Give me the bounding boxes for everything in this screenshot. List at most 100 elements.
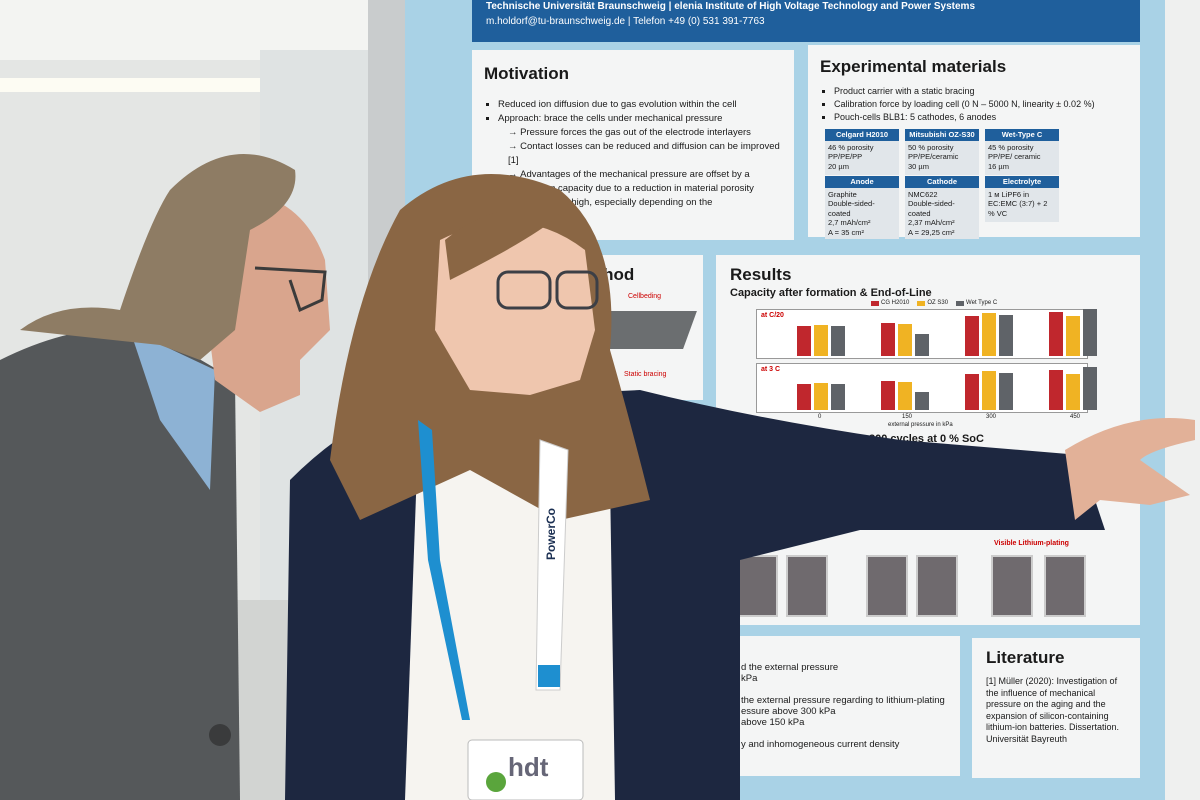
bar-figure: at C/20 at 3 C [756,309,1097,417]
lanyard-tag [538,665,560,687]
cell-photos [736,555,1096,621]
bullet: Approach: brace the cells under mechanic… [498,112,782,126]
results-panel: Results Capacity after formation & End-o… [716,255,1140,625]
table-cell: 2,7 mAh/cm² [828,218,871,227]
table-cells: 45 % porosity PP/PE/ ceramic 16 µm [985,140,1059,175]
lanyard [535,439,569,691]
table-header: Electrolyte [985,176,1059,188]
plot-panel: at C/20 [756,309,1097,359]
table-cells: NMC622 Double-sided-coated 2,37 mAh/cm² A =… [905,187,979,239]
table-cell: 50 % porosity [908,142,954,152]
man-hair [20,154,296,360]
reference: [1] Müller (2020): Investigation of the … [986,676,1120,744]
bar-graphic [1066,374,1080,410]
spacer [741,728,954,739]
far-poster [260,50,370,610]
table-header: Mitsubishi OZ-S30 [905,129,979,141]
conclusion-line: above 150 kPa [741,717,805,728]
table-cell: Double-sided-coated [908,199,955,218]
table-header: Celgard H2010 [825,129,899,141]
bullet: Reduced ion diffusion due to gas evoluti… [498,98,782,112]
plot-panel: at 3 C [756,363,1097,413]
panel-subtitle: Capacity after formation & End-of-Line [730,287,932,299]
table-column: Electrolyte 1 м LiPF6 in EC:EMC (3:7) + 2… [982,176,1062,239]
figure-label: Static bracing [624,371,667,378]
table-cell: A = 29,25 cm² [908,227,955,237]
legend-item: Wet Type C [956,300,997,306]
table-cells: Graphite Double-sided-coated 2,7 mAh/cm² A … [825,187,899,239]
badge-logo [486,772,506,792]
bar-graphic [982,313,996,356]
bullet: Pouch-cells BLB1: 5 cathodes, 6 anodes [834,111,1128,124]
panel-subtitle: ortem analysis after 300 cycles at 0 % S… [762,433,984,445]
table-header: Cathode [905,176,979,188]
woman-shirt [405,400,615,800]
spacer [741,684,954,695]
table-cell: PP/PE/ ceramic [988,152,1041,161]
table-cells: 46 % porosity PP/PE/PP 20 µm [825,140,899,175]
table-cell: PP/PE/PP [828,152,863,161]
table-header: Anode [825,176,899,188]
panel-title: Results [730,265,792,284]
bar-graphic [1066,316,1080,356]
bullet-list: Reduced ion diffusion due to gas evoluti… [484,98,782,210]
table: Anode Graphite Double-sided-coated 2,7 mAh/… [822,176,1062,239]
bar-graphic [831,384,845,410]
bar-graphic [1049,312,1063,356]
badge-text: hdt [508,752,549,782]
header-line: Technische Universität Braunschweig | el… [486,1,976,12]
bar-graphic [831,326,845,356]
bullet-list: Product carrier with a static bracingCal… [820,85,1128,124]
table-cell: 1 м LiPF6 in EC:EMC (3:7) + 2 % VC [988,189,1048,218]
button [209,724,231,746]
plot-label: at 3 C [761,366,781,373]
legend-swatch [917,300,926,306]
wall-right [1165,0,1200,800]
bar-graphic [1083,367,1097,410]
table-cell: 45 % porosity [988,142,1034,152]
panel-title: Literature [986,648,1065,667]
table: Celgard H2010 46 % porosity PP/PE/PP 20 µm M… [822,129,1062,175]
bar-graphic [881,323,895,356]
panel-title: ethod [588,265,635,284]
table-header: Wet-Type C [985,129,1059,141]
panel-title: Motivation [484,64,569,83]
bar-graphic [982,371,996,410]
table-cell: NMC622 [908,189,938,199]
conclusion-line: essure above 300 kPa [741,706,836,717]
cell-photo [991,555,1033,617]
cell-photo [866,555,908,617]
bullet: Calibration force by loading cell (0 N –… [834,98,1128,111]
sub-bullet: Pressure forces the gas out of the elect… [508,126,782,140]
motivation-panel: Motivation Reduced ion diffusion due to … [472,50,794,240]
bullet: Product carrier with a static bracing [834,85,1128,98]
figure-label: Cellbeding [628,293,662,300]
sub-bullet: Contact losses can be reduced and diffus… [508,140,782,168]
legend-item: CG H2010 [871,300,909,306]
table-cell: 2,37 mAh/cm² [908,218,955,227]
bar-graphic [814,325,828,356]
bar-graphic [814,383,828,410]
poster-stand [368,0,408,800]
man-shirt [130,330,215,490]
legend-label: OZ S30 [927,300,949,306]
man-jacket [0,328,240,800]
bar-graphic [965,316,979,356]
lanyard-text: PowerCo [544,507,558,560]
table-column: Anode Graphite Double-sided-coated 2,7 mAh/… [822,176,902,239]
table-cell: Double-sided-coated [828,199,875,218]
cell-photo [786,555,828,617]
bar-graphic [797,384,811,410]
woman-face [435,222,595,395]
bar-graphic [1083,309,1097,356]
conclusion-line: the external pressure regarding to lithi… [741,695,945,706]
conclusion-line: y and inhomogeneous current density [741,739,900,750]
bar-graphic [1049,370,1063,410]
cell-photo [1044,555,1086,617]
table-column: Mitsubishi OZ-S30 50 % porosity PP/PE/cera… [902,129,982,175]
lanyard [418,420,470,720]
x-tick-label: 450 [1070,414,1081,420]
table-cells: 50 % porosity PP/PE/ceramic 30 µm [905,140,979,175]
table-cell: 30 µm [908,161,929,171]
